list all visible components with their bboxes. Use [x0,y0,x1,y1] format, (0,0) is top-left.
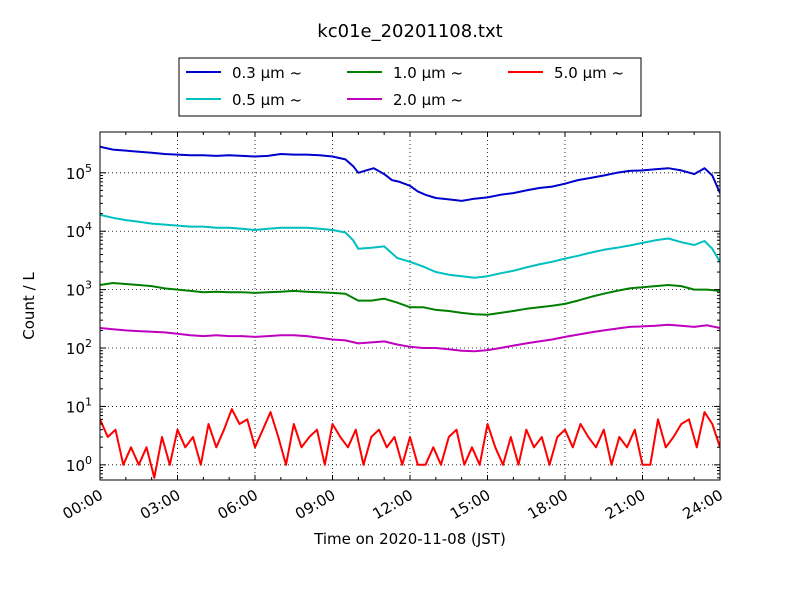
legend: 0.3 μm ~ 0.5 μm ~ 1.0 μm ~ 2.0 μm ~ 5.0 μm ~ [178,57,642,117]
y-tick-label: 104 [66,220,92,241]
x-tick-label: 03:00 [137,486,183,523]
x-axis-label: Time on 2020-11-08 (JST) [313,530,506,548]
legend-label-1: 0.5 μm ~ [232,91,302,109]
series-line-4 [100,408,720,479]
plot-area [99,131,721,481]
y-tick-label: 105 [66,162,92,183]
legend-label-3: 2.0 μm ~ [393,91,463,109]
series-layer [100,145,720,479]
x-tick-label: 24:00 [680,486,726,523]
series-line-1 [100,213,720,279]
x-tick-label: 06:00 [215,486,261,523]
y-tick-label: 101 [66,395,92,416]
chart-title: kc01e_20201108.txt [317,21,502,42]
legend-label-0: 0.3 μm ~ [232,64,302,82]
x-tick-labels: 00:00 03:00 06:00 09:00 12:00 15:00 18:00 21:00… [60,486,726,523]
x-tick-label: 15:00 [447,486,493,523]
series-line-0 [100,145,720,202]
series-line-2 [100,282,720,316]
x-tick-label: 12:00 [370,486,416,523]
x-tick-label: 00:00 [60,486,106,523]
y-tick-label: 102 [66,337,92,358]
x-tick-label: 21:00 [602,486,648,523]
y-axis-label: Count / L [20,272,38,340]
ticks [99,132,721,480]
plot-background [100,132,720,480]
legend-box [178,57,642,117]
x-tick-label: 09:00 [292,486,338,523]
x-tick-label: 18:00 [525,486,571,523]
y-tick-label: 103 [66,279,92,300]
y-tick-labels: 100 101 102 103 104 105 [66,162,92,475]
series-line-3 [100,323,720,353]
legend-label-4: 5.0 μm ~ [554,64,624,82]
legend-label-2: 1.0 μm ~ [393,64,463,82]
y-tick-label: 100 [66,454,92,475]
